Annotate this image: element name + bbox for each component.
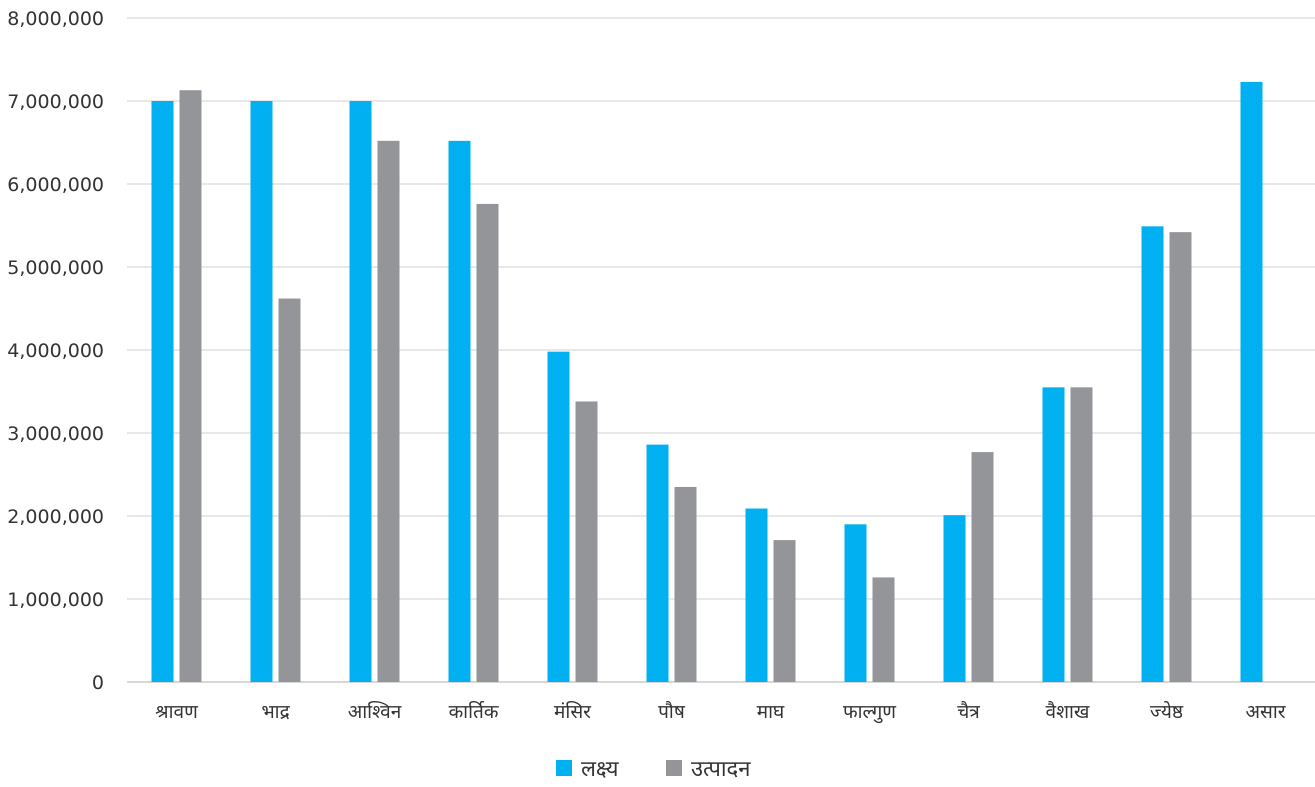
bar-production [278, 298, 301, 682]
y-tick-label: 6,000,000 [7, 174, 104, 196]
bar-target [844, 524, 867, 682]
bar-production [179, 90, 202, 682]
x-category-label: माघ [757, 701, 785, 723]
gridlines [127, 17, 1315, 683]
bar-production [575, 401, 598, 682]
x-category-label: फाल्गुण [843, 701, 896, 724]
y-tick-label: 2,000,000 [7, 506, 104, 528]
y-axis-tick-labels: 0 1,000,000 2,000,000 3,000,000 4,000,000 5,0… [7, 8, 104, 694]
legend-swatch [556, 760, 572, 776]
bar-production [872, 577, 895, 682]
legend-label: उत्पादन [691, 757, 751, 782]
bar-production [377, 140, 400, 683]
bar-production [476, 203, 499, 683]
x-category-label: श्रावण [155, 701, 198, 723]
x-category-label: पौष [658, 700, 686, 723]
bar-target [250, 101, 273, 682]
bar-target [646, 444, 669, 682]
y-tick-label: 5,000,000 [7, 257, 104, 279]
x-category-label: आश्विन [348, 700, 402, 723]
x-category-label: चैत्र [957, 700, 980, 723]
x-axis-category-labels: श्रावण भाद्र आश्विन कार्तिक मंसिर पौष माघ फाल्ग… [155, 700, 1287, 724]
y-tick-label: 0 [92, 672, 104, 694]
y-tick-label: 8,000,000 [7, 8, 104, 30]
bar-target [1042, 387, 1065, 682]
bar-production [1070, 387, 1093, 682]
bar-target [943, 515, 966, 682]
bar-target [745, 508, 768, 682]
legend-swatch [666, 760, 682, 776]
x-category-label: कार्तिक [449, 700, 499, 723]
bar-target [1240, 81, 1263, 682]
y-tick-label: 1,000,000 [7, 589, 104, 611]
y-tick-label: 3,000,000 [7, 423, 104, 445]
bar-target [547, 351, 570, 682]
bar-production [773, 540, 796, 682]
x-category-label: वैशाख [1046, 700, 1090, 723]
bars [151, 81, 1263, 683]
legend: लक्ष्य उत्पादन [556, 757, 751, 782]
bar-target [1141, 226, 1164, 682]
x-category-label: मंसिर [554, 700, 592, 723]
legend-label: लक्ष्य [581, 757, 620, 782]
y-tick-label: 7,000,000 [7, 91, 104, 113]
bar-target [448, 140, 471, 683]
bar-production [674, 486, 697, 682]
x-category-label: भाद्र [261, 701, 290, 723]
bar-production [971, 452, 994, 682]
y-tick-label: 4,000,000 [7, 340, 104, 362]
x-category-label: असार [1245, 701, 1286, 723]
bar-target [349, 101, 372, 682]
bar-production [1169, 232, 1192, 682]
x-category-label: ज्येष्ठ [1150, 700, 1184, 723]
bar-target [151, 101, 174, 682]
